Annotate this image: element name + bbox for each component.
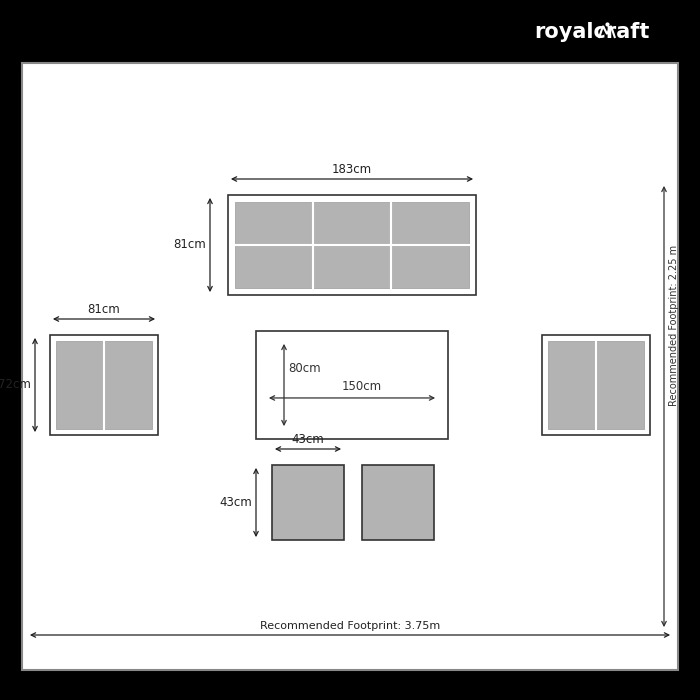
Bar <box>542 335 650 435</box>
Bar <box>256 331 448 439</box>
Text: 43cm: 43cm <box>219 496 252 509</box>
Text: 150cm: 150cm <box>342 380 382 393</box>
Bar <box>548 341 644 429</box>
Bar <box>362 465 434 540</box>
Text: Recommended Footprint: 3.75m: Recommended Footprint: 3.75m <box>260 621 440 631</box>
Text: 43cm: 43cm <box>292 433 324 446</box>
Bar <box>22 63 678 670</box>
Bar <box>272 465 344 540</box>
Bar <box>228 195 476 295</box>
Text: 183cm: 183cm <box>332 163 372 176</box>
Text: 81cm: 81cm <box>174 239 206 251</box>
Text: 81cm: 81cm <box>88 303 120 316</box>
Bar <box>50 335 158 435</box>
Text: royalcraft: royalcraft <box>535 22 650 42</box>
Bar <box>56 341 152 429</box>
Text: Recommended Footprint: 2.25 m: Recommended Footprint: 2.25 m <box>669 246 679 407</box>
Text: 80cm: 80cm <box>288 363 321 375</box>
Text: 72cm: 72cm <box>0 379 31 391</box>
Bar <box>235 202 469 288</box>
